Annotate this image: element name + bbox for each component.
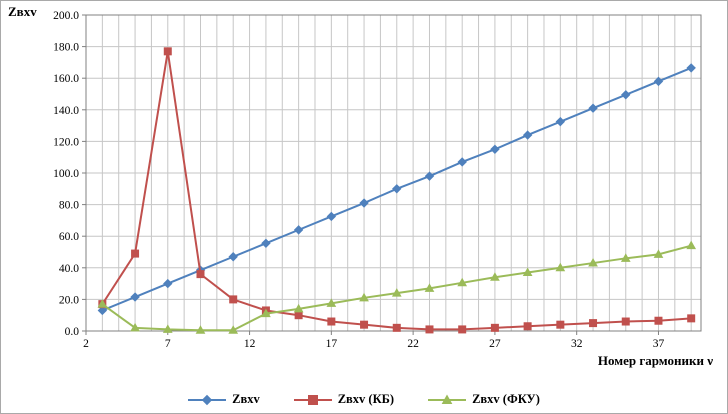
chart-legend: Zвxv Zвxv (КБ) Zвxv (ФКУ) bbox=[1, 392, 727, 407]
svg-text:60.0: 60.0 bbox=[59, 231, 79, 243]
legend-item-zvx-fku: Zвxv (ФКУ) bbox=[428, 392, 540, 407]
svg-text:140.0: 140.0 bbox=[53, 105, 79, 117]
legend-item-zvx-kb: Zвxv (КБ) bbox=[293, 392, 395, 407]
chart-canvas: 0.0 20.0 40.0 60.0 80.0 100.0 120.0 140.0 160.0 1… bbox=[53, 10, 702, 349]
diamond-marker-icon bbox=[188, 394, 227, 406]
svg-text:7: 7 bbox=[165, 338, 171, 349]
svg-text:20.0: 20.0 bbox=[59, 294, 79, 306]
svg-text:160.0: 160.0 bbox=[53, 73, 79, 85]
svg-text:12: 12 bbox=[244, 338, 256, 349]
legend-label: Zвxv (ФКУ) bbox=[472, 392, 540, 406]
svg-text:2: 2 bbox=[83, 338, 89, 349]
square-marker-icon bbox=[293, 394, 332, 406]
svg-text:120.0: 120.0 bbox=[53, 136, 79, 148]
svg-text:27: 27 bbox=[489, 338, 501, 349]
svg-text:37: 37 bbox=[653, 338, 665, 349]
svg-text:40.0: 40.0 bbox=[59, 263, 79, 275]
svg-text:180.0: 180.0 bbox=[53, 42, 79, 54]
legend-label: Zвxv bbox=[232, 392, 260, 406]
x-axis-title: Номер гармоники ν bbox=[597, 353, 713, 368]
legend-label: Zвxv (КБ) bbox=[337, 392, 395, 406]
svg-text:22: 22 bbox=[407, 338, 419, 349]
y-axis-corner-label: Zвxv bbox=[8, 4, 37, 19]
svg-text:200.0: 200.0 bbox=[53, 10, 79, 22]
triangle-marker-icon bbox=[428, 393, 467, 406]
svg-text:80.0: 80.0 bbox=[59, 200, 79, 212]
svg-text:17: 17 bbox=[326, 338, 338, 349]
svg-text:0.0: 0.0 bbox=[65, 326, 80, 338]
svg-text:32: 32 bbox=[571, 338, 583, 349]
legend-item-zvx: Zвxv bbox=[188, 392, 260, 407]
svg-text:100.0: 100.0 bbox=[53, 168, 79, 180]
